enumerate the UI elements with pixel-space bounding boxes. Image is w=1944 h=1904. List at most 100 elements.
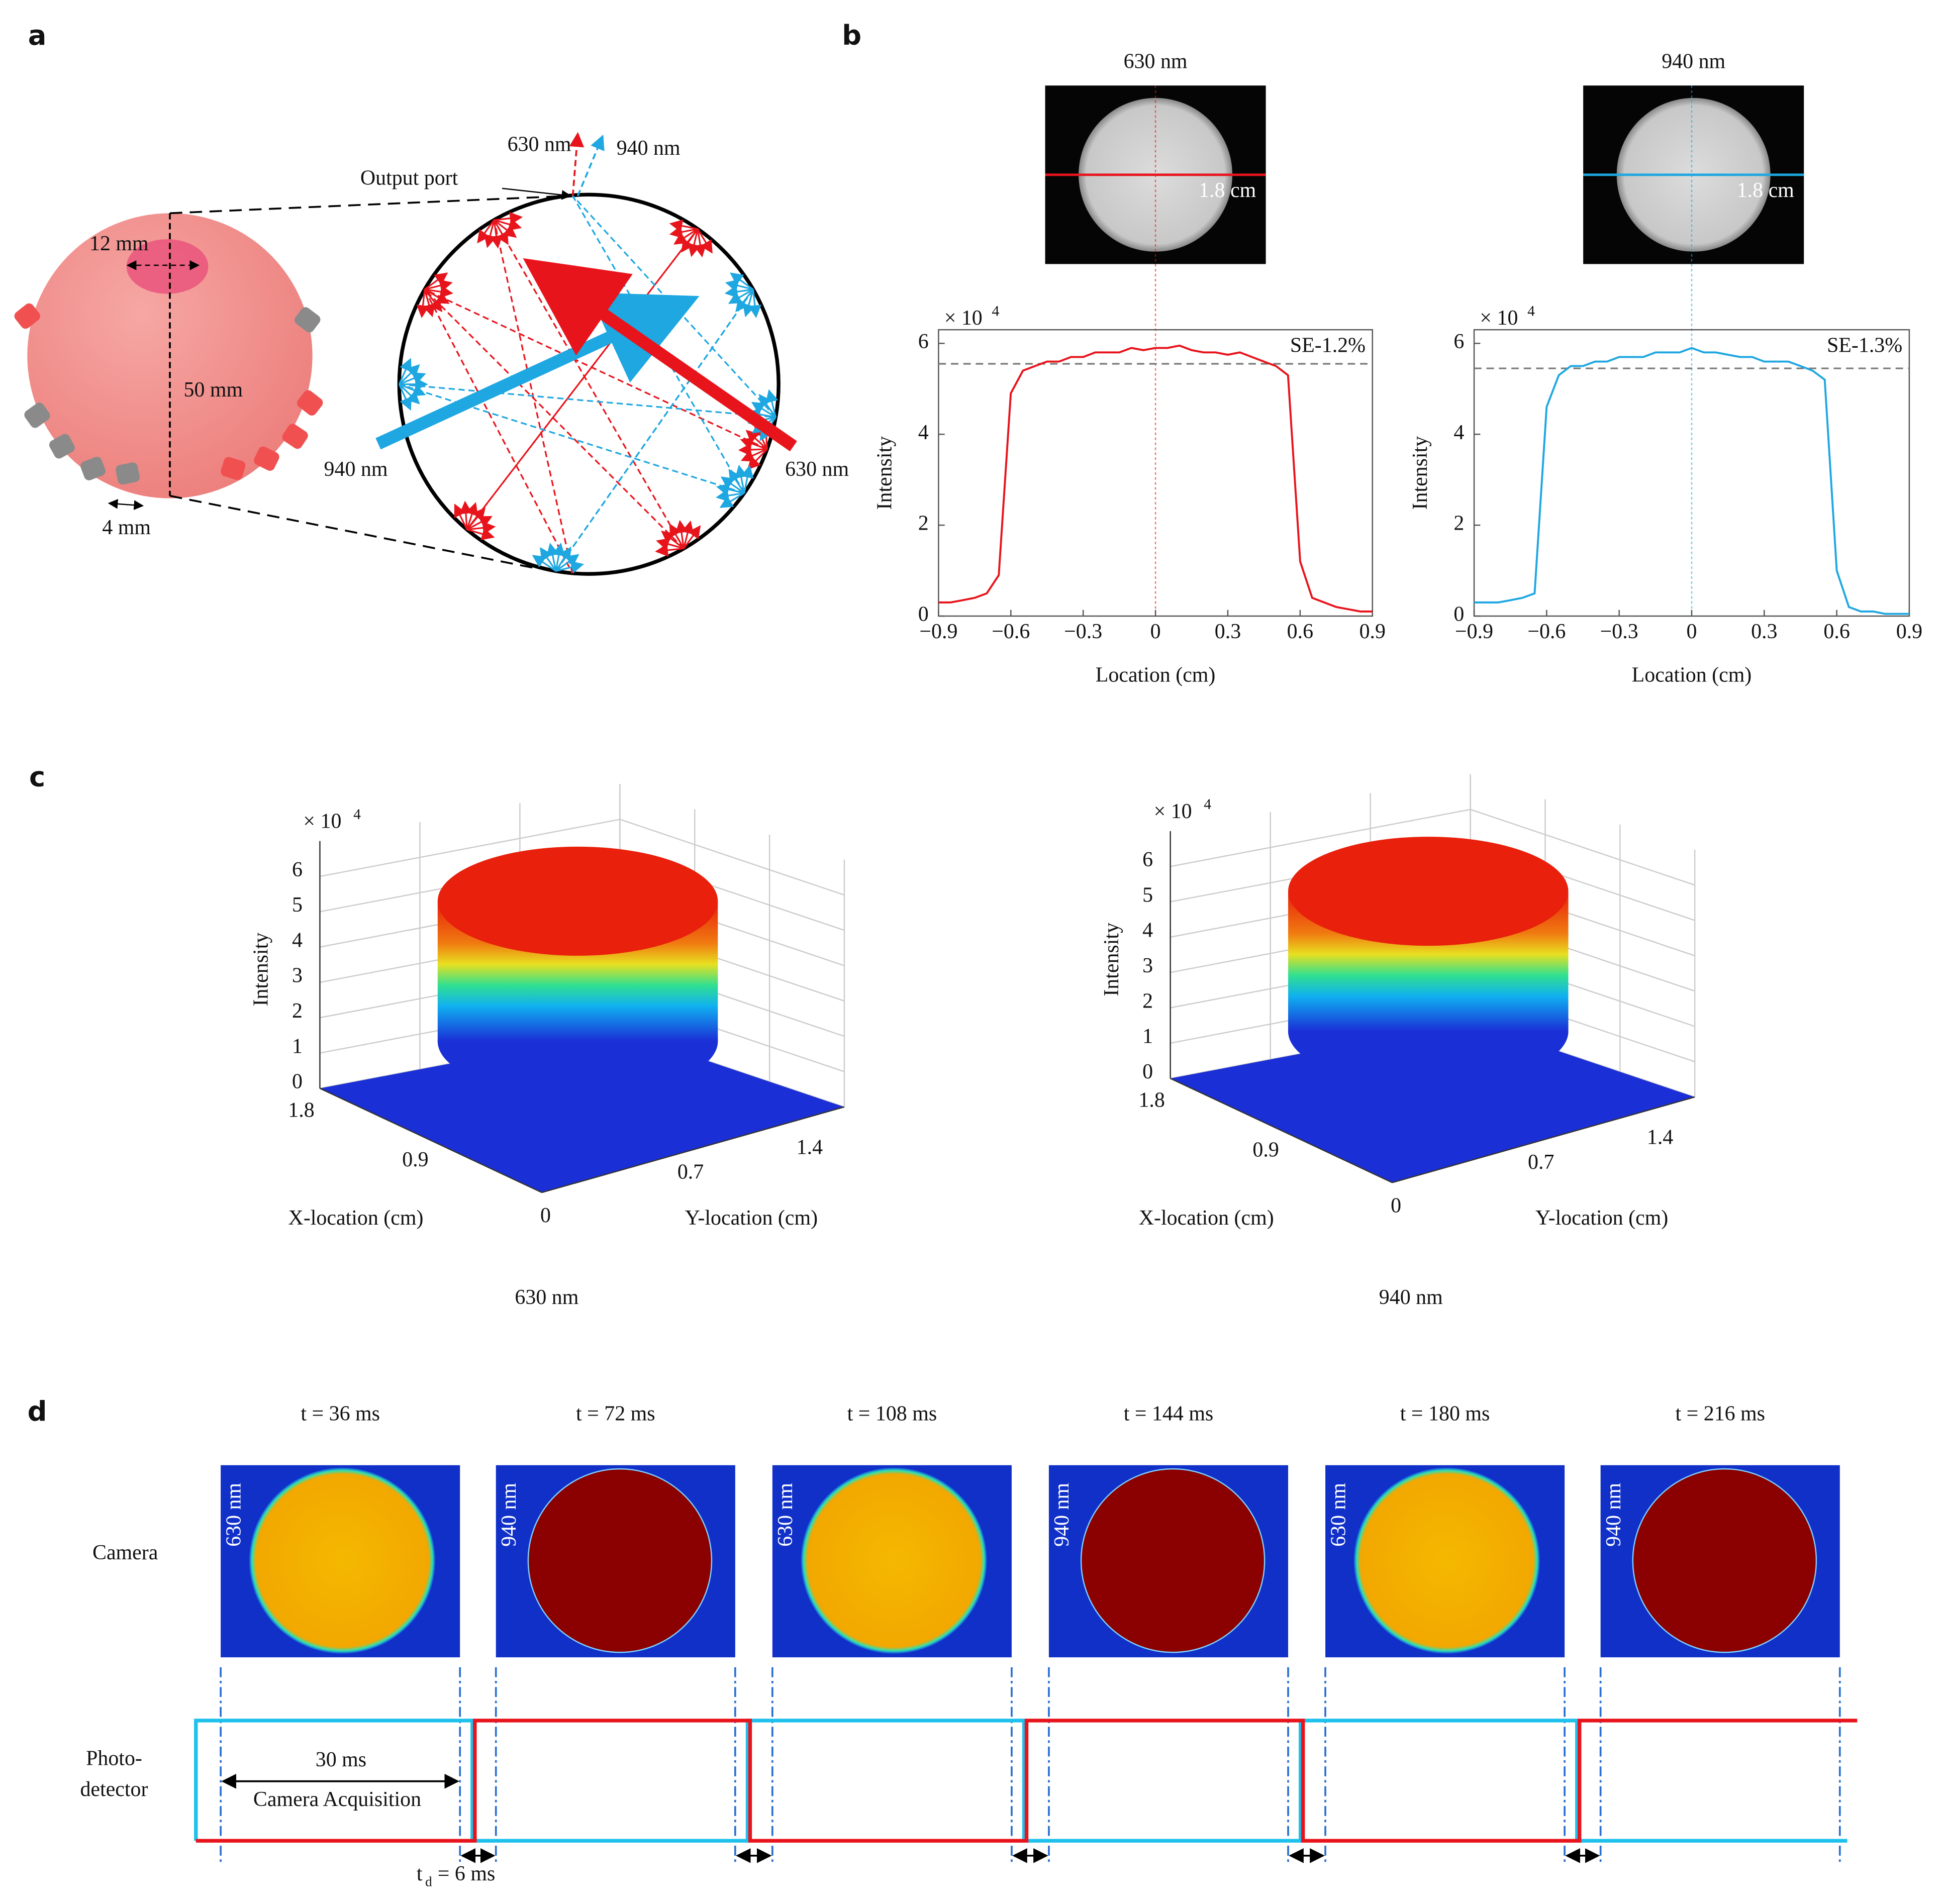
led	[80, 456, 106, 480]
x-tick-label: −0.3	[1600, 620, 1638, 643]
beam-spot	[1080, 1468, 1266, 1653]
scatter-fan	[532, 555, 557, 572]
wavelength-label: 940 nm	[617, 137, 681, 160]
z-tick-label: 0	[1142, 1060, 1153, 1083]
image-title: 630 nm	[1124, 50, 1188, 73]
beam-arrow	[523, 258, 797, 452]
z-tick-label: 5	[1142, 883, 1153, 907]
z-tick-label: 2	[292, 999, 303, 1023]
frame-wavelength: 940 nm	[498, 1483, 521, 1547]
panel-label: d	[28, 1395, 47, 1427]
beam-spot	[527, 1468, 713, 1653]
led	[254, 446, 279, 471]
z-tick-label: 4	[292, 929, 303, 952]
axis-multiplier: × 10	[1154, 800, 1192, 823]
wall-grid	[1470, 809, 1695, 886]
frame-wavelength: 940 nm	[1602, 1483, 1625, 1547]
z-tick-label: 1	[292, 1035, 303, 1058]
x-tick-label: −0.6	[1527, 620, 1566, 643]
scatter-fan	[745, 430, 768, 450]
frame-time: t = 108 ms	[847, 1402, 937, 1426]
scatter-fan	[399, 383, 420, 405]
y-tick-label: 2	[918, 512, 929, 535]
scatter-fan	[423, 289, 436, 318]
scatter-fan	[424, 279, 453, 292]
frame-wavelength: 940 nm	[1050, 1483, 1074, 1547]
x-tick-label: 0.9	[402, 1148, 428, 1171]
x-tick-label: 0.6	[1287, 620, 1313, 643]
x-tick-label: −0.6	[992, 620, 1030, 643]
y-tick-label: 0	[918, 603, 929, 626]
scatter-fan	[669, 226, 698, 239]
floor-surface	[320, 1031, 844, 1193]
axis-exponent: 4	[1527, 303, 1535, 319]
scatter-fan	[697, 228, 713, 254]
scatter-fan	[540, 547, 557, 572]
wavelength-label: 630 nm	[785, 458, 849, 481]
z-tick-label: 4	[1142, 919, 1153, 942]
frame-time: t = 180 ms	[1400, 1402, 1490, 1426]
scatter-fan	[466, 507, 486, 530]
frame-time: t = 144 ms	[1124, 1402, 1214, 1426]
scatter-fan	[555, 546, 571, 572]
x-tick-label: 0	[540, 1204, 551, 1227]
x-tick-label: 0.3	[1215, 620, 1241, 643]
scatter-fan	[724, 285, 753, 298]
scatter-fan	[751, 402, 776, 418]
led	[116, 462, 140, 485]
led	[295, 307, 321, 333]
scatter-fan	[740, 448, 768, 462]
scatter-fan	[735, 289, 754, 313]
scatter-fan	[720, 476, 745, 494]
wall-grid	[320, 819, 620, 877]
scatter-fan	[655, 544, 684, 557]
y-tick-label: 4	[1453, 421, 1464, 444]
zoom-line	[169, 194, 570, 215]
output-ray	[576, 134, 605, 196]
scale-label: 1.8 cm	[1199, 179, 1256, 202]
scatter-fan	[454, 504, 468, 530]
pointer	[502, 187, 572, 200]
scatter-fan	[735, 464, 748, 493]
scatter-fan	[728, 288, 754, 304]
led	[14, 303, 40, 329]
floor-surface	[1170, 1021, 1695, 1183]
scatter-fan	[399, 383, 426, 396]
y-axis-label: Y-location (cm)	[1535, 1207, 1668, 1230]
frame-wavelength: 630 nm	[1327, 1483, 1350, 1547]
annotation: SE-1.2%	[1290, 334, 1366, 357]
scatter-fan	[399, 364, 420, 385]
beam-spot	[249, 1467, 435, 1654]
y-tick-label: 6	[918, 330, 929, 353]
y-axis-label: Y-location (cm)	[685, 1207, 818, 1230]
z-tick-label: 6	[1142, 848, 1153, 871]
y-tick-label: 0	[1453, 603, 1464, 626]
ray	[493, 220, 685, 549]
beam-spot	[1632, 1468, 1817, 1653]
x-axis-label: X-location (cm)	[288, 1207, 424, 1230]
x-tick-label: 0	[1150, 620, 1161, 643]
scatter-fan	[494, 212, 523, 225]
axis-edge	[1392, 1096, 1695, 1183]
wall-grid	[620, 819, 845, 896]
frame-time: t = 36 ms	[301, 1402, 380, 1426]
scatter-fan	[398, 358, 412, 385]
dimension-label: 12 mm	[89, 232, 149, 255]
x-tick-label: −0.9	[919, 620, 957, 643]
y-axis-label: Intensity	[873, 436, 896, 510]
x-tick-label: 0.6	[1823, 620, 1850, 643]
axis-multiplier: × 10	[944, 307, 983, 330]
scatter-fan	[477, 219, 495, 244]
delay-label: t	[417, 1862, 423, 1885]
annotation: SE-1.3%	[1827, 334, 1902, 357]
y-tick-label: 1.4	[1647, 1126, 1673, 1149]
ray	[399, 383, 776, 418]
y-tick-label: 2	[1453, 512, 1464, 535]
panel-label: b	[842, 20, 861, 51]
scatter-fan	[466, 528, 495, 540]
beam-spot	[801, 1467, 987, 1654]
frame-time: t = 216 ms	[1675, 1402, 1765, 1426]
axis-multiplier: × 10	[303, 810, 341, 833]
scatter-fan	[765, 389, 779, 418]
surface-bottom	[1288, 1031, 1569, 1086]
